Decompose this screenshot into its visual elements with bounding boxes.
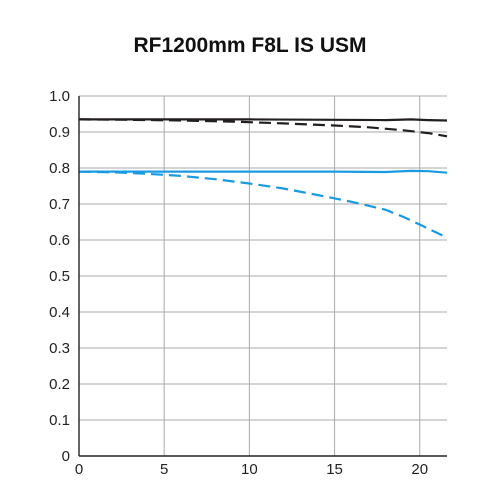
y-tick-label: 0.2 bbox=[49, 376, 70, 393]
y-tick-label: 0.9 bbox=[49, 124, 70, 141]
series-line-4-dashed bbox=[78, 170, 448, 239]
grid bbox=[79, 95, 447, 456]
x-tick-label: 0 bbox=[75, 461, 83, 478]
chart-title: RF1200mm F8L IS USM bbox=[133, 34, 367, 57]
y-tick-label: 0.3 bbox=[49, 340, 70, 357]
series-line-2-dashed bbox=[78, 118, 448, 138]
series-line-3-solid bbox=[79, 169, 448, 174]
y-tick-label: 0.1 bbox=[49, 412, 70, 429]
x-tick-label: 5 bbox=[160, 461, 168, 478]
y-tick-label: 0.8 bbox=[49, 160, 70, 177]
x-tick-label: 15 bbox=[326, 461, 343, 478]
y-tick-label: 0.7 bbox=[49, 196, 70, 213]
y-tick-label: 0.4 bbox=[49, 304, 70, 321]
y-tick-label: 0 bbox=[62, 448, 70, 465]
series-lines bbox=[78, 118, 448, 239]
axes bbox=[78, 96, 447, 457]
y-tick-label: 1.0 bbox=[49, 88, 70, 105]
y-tick-label: 0.5 bbox=[49, 268, 70, 285]
tick-labels: 1.0 0.9 0.8 0.7 0.6 0.5 0.4 0.3 0.2 0.1 00 5 10 15 20 bbox=[49, 88, 428, 478]
y-tick-label: 0.6 bbox=[49, 232, 70, 249]
x-tick-label: 20 bbox=[411, 461, 428, 478]
x-tick-label: 10 bbox=[241, 461, 258, 478]
